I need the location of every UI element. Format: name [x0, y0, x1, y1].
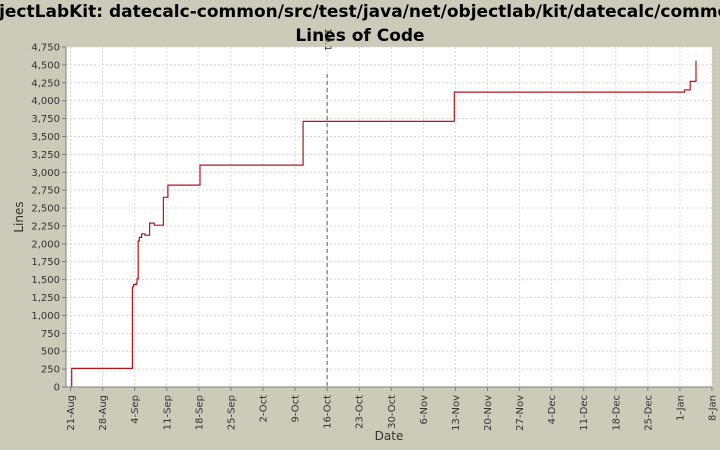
release-marker: 1.0.1	[322, 28, 332, 387]
x-tick-label: 25-Sep	[226, 395, 237, 430]
x-tick-label: 8-Jan	[708, 395, 719, 421]
y-axis-ticks: 0 250 500 750 1,000 1,250 1,500 1,750 2,000 2,250…	[31, 43, 66, 394]
y-tick-label: 2,250	[31, 221, 60, 232]
y-tick-label: 0	[54, 383, 60, 394]
x-tick-label: 11-Dec	[579, 395, 590, 431]
x-tick-label: 28-Aug	[98, 395, 109, 431]
plot-area	[66, 47, 712, 387]
y-tick-label: 4,500	[31, 60, 60, 71]
chart-title-line1: ObjectLabKit: datecalc-common/src/test/j…	[0, 2, 720, 22]
x-tick-label: 27-Nov	[515, 395, 526, 431]
x-tick-label: 4-Dec	[547, 395, 558, 424]
gridlines	[66, 46, 713, 387]
x-tick-label: 9-Oct	[291, 395, 302, 423]
x-tick-label: 6-Nov	[419, 395, 430, 425]
x-tick-label: 18-Dec	[611, 395, 622, 431]
x-tick-label: 4-Sep	[130, 395, 141, 424]
x-axis-label: Date	[375, 429, 404, 443]
x-tick-label: 21-Aug	[66, 395, 77, 431]
x-tick-label: 20-Nov	[483, 395, 494, 431]
y-tick-label: 4,250	[31, 78, 60, 89]
y-tick-label: 2,750	[31, 186, 60, 197]
series-lines	[70, 60, 697, 388]
release-marker-label: 1.0.1	[322, 28, 332, 51]
y-tick-label: 4,750	[31, 43, 60, 54]
x-tick-label: 18-Sep	[194, 395, 205, 430]
x-axis-ticks: 21-Aug 28-Aug 4-Sep 11-Sep 18-Sep 25-Sep 2-Oct…	[66, 387, 719, 431]
y-tick-label: 500	[41, 347, 60, 358]
y-tick-label: 250	[41, 365, 60, 376]
y-tick-label: 2,500	[31, 204, 60, 215]
x-tick-label: 11-Sep	[162, 395, 173, 430]
series-line	[70, 60, 697, 388]
y-tick-label: 1,250	[31, 293, 60, 304]
x-tick-label: 30-Oct	[387, 395, 398, 429]
y-tick-label: 750	[41, 329, 60, 340]
y-tick-label: 1,500	[31, 275, 60, 286]
y-tick-label: 1,000	[31, 311, 60, 322]
chart-title-line2: Lines of Code	[295, 26, 424, 46]
y-axis-label: Lines	[12, 201, 26, 232]
x-tick-label: 16-Oct	[323, 395, 334, 429]
y-tick-label: 3,250	[31, 150, 60, 161]
x-tick-label: 23-Oct	[355, 395, 366, 429]
y-tick-label: 4,000	[31, 96, 60, 107]
x-tick-label: 13-Nov	[451, 395, 462, 431]
y-tick-label: 3,500	[31, 132, 60, 143]
x-tick-label: 25-Dec	[643, 395, 654, 431]
y-tick-label: 2,000	[31, 239, 60, 250]
y-tick-label: 1,750	[31, 257, 60, 268]
x-tick-label: 1-Jan	[675, 395, 686, 421]
y-tick-label: 3,750	[31, 114, 60, 125]
x-tick-label: 2-Oct	[259, 395, 270, 423]
y-tick-label: 3,000	[31, 168, 60, 179]
